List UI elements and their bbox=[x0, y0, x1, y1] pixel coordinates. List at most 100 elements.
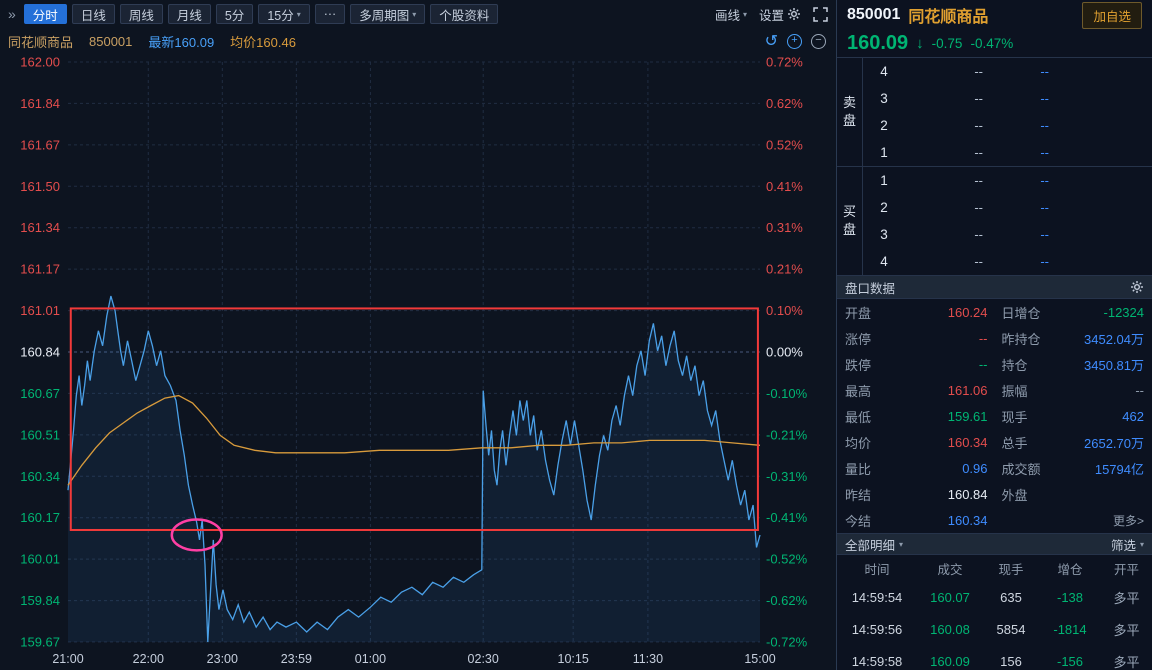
tab-wufen[interactable]: 5分 bbox=[215, 4, 254, 24]
draw-line-button[interactable]: 画线 ▾ bbox=[715, 5, 747, 24]
tick-col-header: 现手 bbox=[998, 562, 1024, 577]
pankou-label: 跌停 bbox=[845, 357, 872, 373]
pankou-row: 涨停 -- 昨持仓 3452.04万 bbox=[845, 325, 1144, 351]
settings-button[interactable]: 设置 bbox=[759, 5, 801, 24]
tab-shiwufen[interactable]: 15分 ▾ bbox=[258, 4, 310, 24]
draw-line-label: 画线 bbox=[714, 8, 740, 23]
tab-label: 日线 bbox=[80, 8, 106, 23]
gear-icon bbox=[1131, 281, 1143, 293]
price-axis-label: 160.51 bbox=[20, 427, 60, 442]
pankou-label: 成交额 bbox=[1001, 461, 1041, 477]
tab-zhouxian[interactable]: 周线 bbox=[119, 4, 163, 24]
buy-price: -- bbox=[974, 254, 983, 269]
price-axis-label: 160.84 bbox=[20, 345, 60, 360]
pankou-value: -12324 bbox=[1103, 304, 1144, 320]
tab-gegu-ziliao[interactable]: 个股资料 bbox=[430, 4, 499, 24]
tick-col-header: 增仓 bbox=[1057, 562, 1083, 577]
pct-axis-label: 0.52% bbox=[766, 137, 803, 152]
tab-yuexian[interactable]: 月线 bbox=[167, 4, 211, 24]
buy-price: -- bbox=[974, 173, 983, 188]
pankou-label: 开盘 bbox=[845, 305, 872, 321]
buy-level: 1 bbox=[880, 173, 888, 188]
price-axis-label: 160.17 bbox=[20, 510, 60, 525]
tick-row[interactable]: 14:59:58 160.09 156 -156 多平 bbox=[837, 645, 1152, 670]
tick-detail-table: 时间 成交 现手 增仓 开平 14:59:54 160.07 635 -138 多平 14:59:… bbox=[837, 555, 1152, 670]
tab-label: 周线 bbox=[128, 8, 154, 23]
tick-col-header: 时间 bbox=[864, 562, 890, 577]
current-price: 160.09 bbox=[847, 32, 909, 54]
pankou-value: 15794亿 bbox=[1094, 461, 1144, 477]
sell-level: 4 bbox=[880, 64, 888, 79]
sell-price: -- bbox=[974, 118, 983, 133]
pankou-title: 盘口数据 bbox=[845, 281, 896, 296]
price-axis-label: 161.01 bbox=[20, 303, 60, 318]
pct-axis-label: 0.72% bbox=[766, 55, 803, 70]
buy-volume: -- bbox=[1040, 173, 1049, 188]
zoom-out-icon[interactable]: − bbox=[811, 33, 826, 49]
pct-axis-label: -0.31% bbox=[766, 469, 808, 484]
chevron-down-icon: ▾ bbox=[296, 9, 301, 19]
tab-label: 5分 bbox=[224, 8, 245, 23]
pankou-section-bar: 盘口数据 bbox=[837, 275, 1152, 299]
sell-volume: -- bbox=[1040, 91, 1049, 106]
tick-cell: 160.07 bbox=[930, 589, 970, 605]
add-watchlist-button[interactable]: 加自选 bbox=[1082, 1, 1142, 29]
price-axis-label: 161.50 bbox=[20, 179, 60, 194]
pct-axis-label: -0.62% bbox=[766, 593, 808, 608]
fullscreen-icon[interactable] bbox=[813, 6, 828, 22]
tab-fenshi[interactable]: 分时 bbox=[23, 4, 67, 24]
collapse-sidebar-icon[interactable]: » bbox=[8, 6, 16, 22]
tick-row[interactable]: 14:59:56 160.08 5854 -1814 多平 bbox=[837, 613, 1152, 645]
sell-price: -- bbox=[974, 91, 983, 106]
pct-axis-label: -0.21% bbox=[766, 427, 808, 442]
screen-filter-button[interactable]: 筛选 ▾ bbox=[1111, 535, 1144, 554]
detail-filter-dropdown[interactable]: 全部明细 ▾ bbox=[845, 535, 903, 554]
chart-panel: » 分时 日线 周线 月线 5分 15分 ▾ ··· 多周期图 ▾ 个股资料 画线 ▾ 设置 bbox=[0, 0, 836, 666]
pankou-settings-button[interactable] bbox=[1130, 280, 1144, 294]
price-axis-label: 160.01 bbox=[20, 552, 60, 567]
settings-label: 设置 bbox=[758, 8, 784, 23]
pankou-value: 160.34 bbox=[947, 434, 988, 450]
undo-icon[interactable]: ↺ bbox=[764, 33, 778, 50]
pct-axis-label: -0.52% bbox=[766, 552, 808, 567]
tick-cell: 多平 bbox=[1113, 622, 1140, 638]
tab-rixian[interactable]: 日线 bbox=[71, 4, 115, 24]
sell-volume: -- bbox=[1040, 145, 1049, 160]
tab-more-dots[interactable]: ··· bbox=[314, 4, 346, 24]
pankou-data: 更多> 开盘 160.24 日增仓 -12324 涨停 -- 昨持仓 3452.04万 跌停 --… bbox=[837, 299, 1152, 533]
pankou-row: 均价 160.34 总手 2652.70万 bbox=[845, 429, 1144, 455]
latest-price-legend: 最新160.09 bbox=[148, 34, 215, 50]
chevron-down-icon: ▾ bbox=[1139, 539, 1144, 549]
buy-price: -- bbox=[974, 227, 983, 242]
buy-row: 3 -- -- bbox=[863, 221, 1152, 248]
pankou-value: 3452.04万 bbox=[1084, 331, 1144, 347]
pct-axis-label: -0.41% bbox=[766, 510, 808, 525]
intraday-chart[interactable]: 162.00 0.72% 161.84 0.62% 161.67 0.52% 161.50 0… bbox=[0, 54, 836, 650]
order-book: 卖 盘 4 -- -- 3 -- -- 2 -- -- 1 -- -- 买 盘 1 -- -- 2 -- -- 3 -- -… bbox=[837, 58, 1152, 275]
tick-cell: 14:59:58 bbox=[851, 653, 903, 669]
time-label: 10:15 bbox=[557, 652, 589, 666]
price-change-pct: -0.47% bbox=[970, 36, 1014, 51]
quote-panel: 850001 同花顺商品 加自选 160.09 ↓ -0.75 -0.47% 卖… bbox=[836, 0, 1152, 670]
pct-axis-label: -0.72% bbox=[766, 635, 808, 649]
pct-axis-label: 0.41% bbox=[766, 179, 803, 194]
tick-cell: 160.09 bbox=[930, 653, 970, 669]
pankou-row: 量比 0.96 成交额 15794亿 bbox=[845, 455, 1144, 481]
zoom-in-icon[interactable]: + bbox=[787, 33, 802, 49]
tick-row[interactable]: 14:59:54 160.07 635 -138 多平 bbox=[837, 581, 1152, 613]
buy-row: 4 -- -- bbox=[863, 248, 1152, 275]
price-axis-label: 162.00 bbox=[20, 55, 60, 70]
buy-level: 2 bbox=[880, 200, 888, 215]
pankou-value: 0.96 bbox=[962, 460, 988, 476]
toolbar: » 分时 日线 周线 月线 5分 15分 ▾ ··· 多周期图 ▾ 个股资料 画线 ▾ 设置 bbox=[0, 0, 836, 28]
more-link[interactable]: 更多> bbox=[1106, 512, 1144, 529]
detail-section-bar: 全部明细 ▾ 筛选 ▾ bbox=[837, 533, 1152, 555]
price-axis-label: 159.84 bbox=[20, 593, 60, 608]
pankou-label: 量比 bbox=[845, 461, 872, 477]
pct-axis-label: 0.21% bbox=[766, 262, 803, 277]
tab-duozhouqitu[interactable]: 多周期图 ▾ bbox=[350, 4, 426, 24]
annotation-rect bbox=[69, 307, 759, 531]
price-axis-label: 161.84 bbox=[20, 96, 60, 111]
pankou-label: 最高 bbox=[845, 383, 872, 399]
price-fill bbox=[68, 296, 760, 642]
